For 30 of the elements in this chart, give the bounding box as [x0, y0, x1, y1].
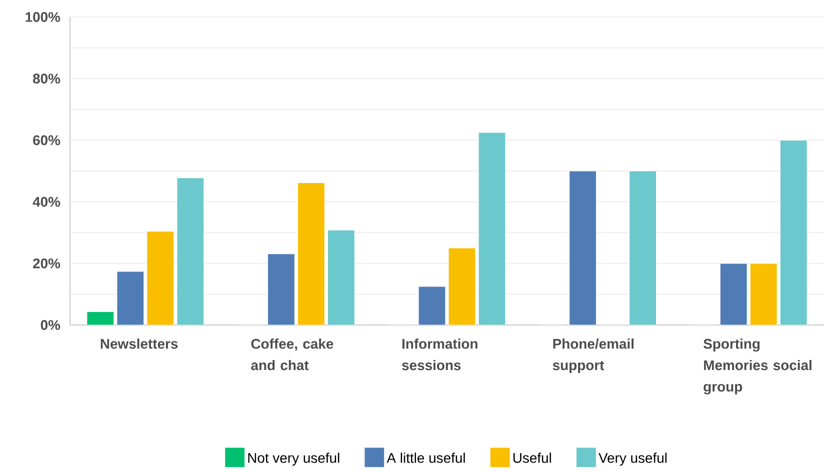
- bar: [116, 271, 144, 325]
- bar: [720, 263, 748, 325]
- bar: [750, 263, 778, 325]
- y-tick-label: 20%: [33, 258, 60, 268]
- legend-label: Very useful: [598, 452, 667, 466]
- bar: [86, 312, 114, 325]
- bar: [267, 254, 295, 325]
- bar: [176, 177, 204, 325]
- bar: [146, 231, 174, 325]
- y-tick-label: 100%: [26, 12, 60, 22]
- x-tick-label: Newsletters: [100, 338, 178, 349]
- bar: [629, 170, 657, 325]
- y-tick-label: 0%: [40, 320, 60, 330]
- x-tick-label: Sporting Memories social group: [704, 338, 812, 394]
- x-tick-label: Coffee, cake and chat: [251, 338, 334, 370]
- y-tick-label: 60%: [33, 135, 60, 146]
- legend-label: A little useful: [386, 452, 465, 463]
- y-tick-label: 80%: [33, 74, 60, 84]
- bar: [780, 140, 808, 325]
- bar: [448, 248, 476, 325]
- bar: [297, 182, 326, 325]
- legend-label: Not very useful: [248, 452, 340, 466]
- bar: [327, 230, 356, 325]
- x-tick-label: Information sessions: [402, 338, 478, 370]
- y-tick-label: 40%: [32, 196, 60, 207]
- bar: [418, 286, 446, 325]
- bar: [478, 132, 506, 325]
- legend-label: Useful: [513, 452, 551, 463]
- bar: [569, 170, 597, 325]
- x-tick-label: Phone/email support: [552, 338, 634, 373]
